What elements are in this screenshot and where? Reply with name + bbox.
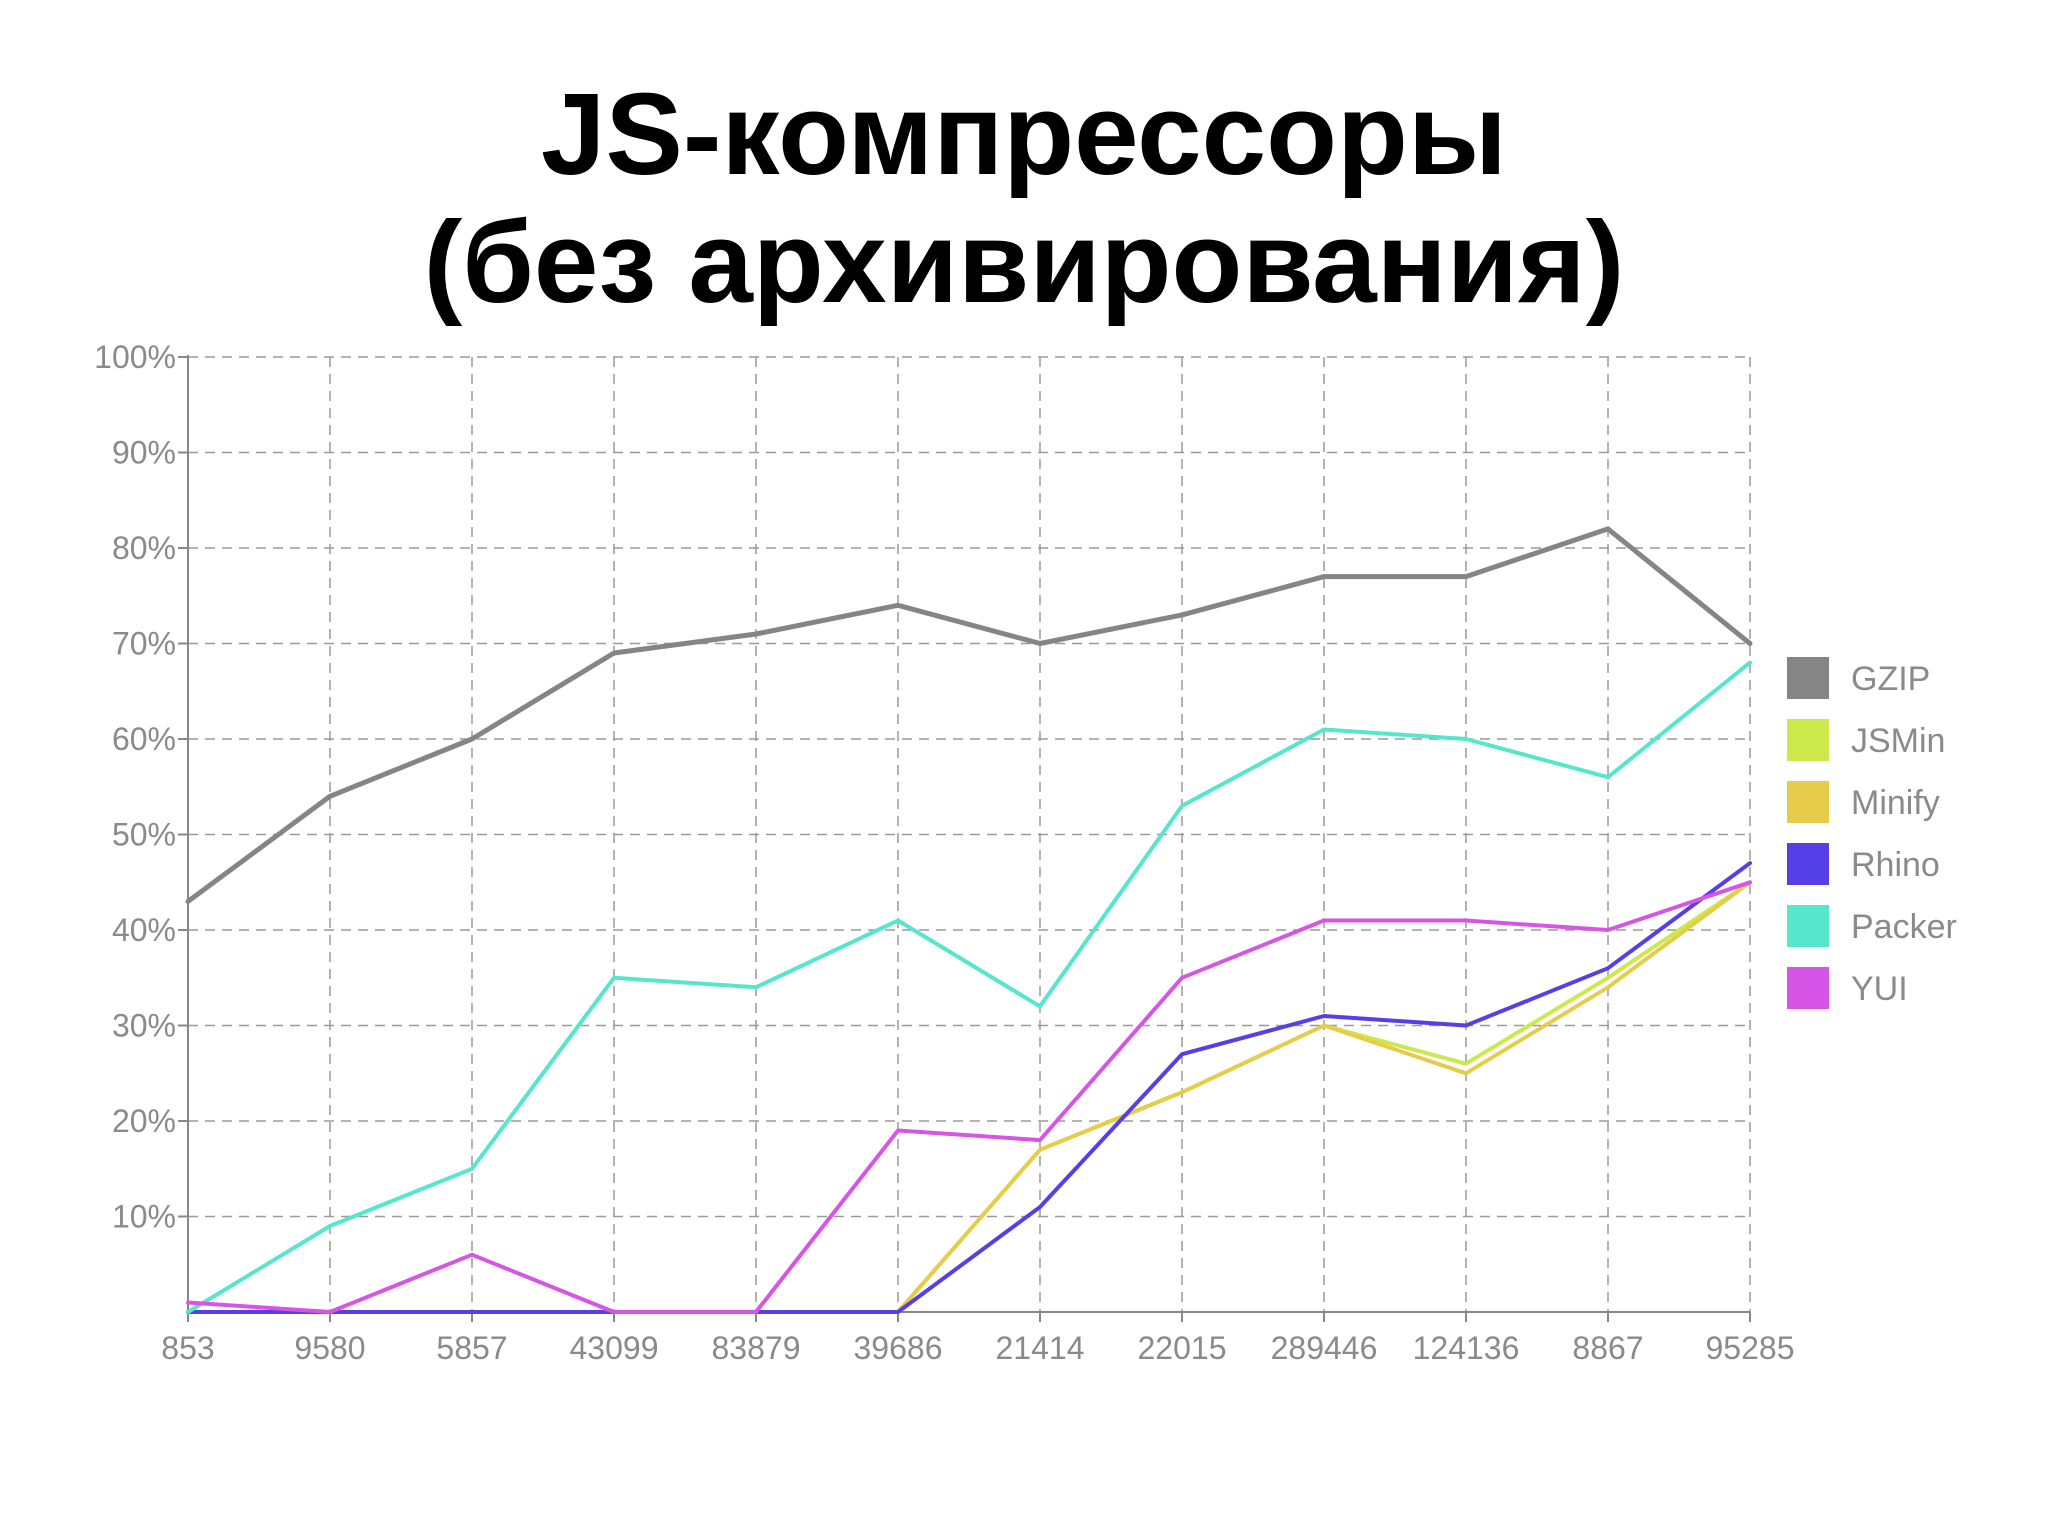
legend-label-packer: Packer xyxy=(1851,908,1957,946)
series-line-yui xyxy=(186,880,1752,1314)
x-tick-label: 22015 xyxy=(1138,1330,1227,1366)
series-lines xyxy=(185,526,1753,1314)
series-line-jsmin xyxy=(186,880,1752,1314)
y-tick-label: 50% xyxy=(112,817,176,853)
y-tick-label: 70% xyxy=(112,626,176,662)
y-tick-label: 10% xyxy=(112,1199,176,1235)
legend-swatch-minify xyxy=(1787,781,1829,823)
x-tick-label: 124136 xyxy=(1413,1330,1520,1366)
series-line-minify xyxy=(186,880,1752,1314)
y-tick-label: 100% xyxy=(94,339,176,375)
legend-swatch-gzip xyxy=(1787,657,1829,699)
x-tick-label: 83879 xyxy=(712,1330,801,1366)
grid xyxy=(188,356,1751,1312)
x-tick-label: 43099 xyxy=(570,1330,659,1366)
legend-label-jsmin: JSMin xyxy=(1851,722,1945,760)
title-line-1: JS-компрессоры xyxy=(541,69,1507,199)
legend-swatch-packer xyxy=(1787,905,1829,947)
legend-label-yui: YUI xyxy=(1851,970,1908,1008)
title-line-2: (без архивирования) xyxy=(423,197,1625,327)
axes: 100% 90% 80% 70% 60% 50% 40% 30% 20% 10% 853 9580 58… xyxy=(94,339,1794,1366)
y-tick-label: 20% xyxy=(112,1103,176,1139)
x-tick-label: 289446 xyxy=(1271,1330,1378,1366)
series-line-rhino xyxy=(186,861,1752,1314)
x-tick-label: 8867 xyxy=(1572,1330,1643,1366)
legend-label-rhino: Rhino xyxy=(1851,846,1940,884)
x-tick-label: 853 xyxy=(161,1330,214,1366)
legend-label-minify: Minify xyxy=(1851,784,1940,822)
y-tick-label: 30% xyxy=(112,1008,176,1044)
legend-swatch-jsmin xyxy=(1787,719,1829,761)
y-tick-label: 80% xyxy=(112,530,176,566)
series-line-packer xyxy=(186,660,1752,1314)
series-line-gzip xyxy=(185,526,1753,904)
y-tick-label: 60% xyxy=(112,721,176,757)
x-tick-label: 5857 xyxy=(436,1330,507,1366)
slide-title: JS-компрессоры (без архивирования) xyxy=(0,70,2048,326)
y-tick-label: 40% xyxy=(112,912,176,948)
x-tick-label: 95285 xyxy=(1706,1330,1795,1366)
x-tick-label: 39686 xyxy=(854,1330,943,1366)
legend-label-gzip: GZIP xyxy=(1851,660,1930,698)
x-tick-label: 9580 xyxy=(294,1330,365,1366)
y-tick-label: 90% xyxy=(112,435,176,471)
legend: GZIP JSMin Minify Rhino Packer YUI xyxy=(1787,657,1957,1009)
legend-swatch-yui xyxy=(1787,967,1829,1009)
x-tick-label: 21414 xyxy=(996,1330,1085,1366)
legend-swatch-rhino xyxy=(1787,843,1829,885)
